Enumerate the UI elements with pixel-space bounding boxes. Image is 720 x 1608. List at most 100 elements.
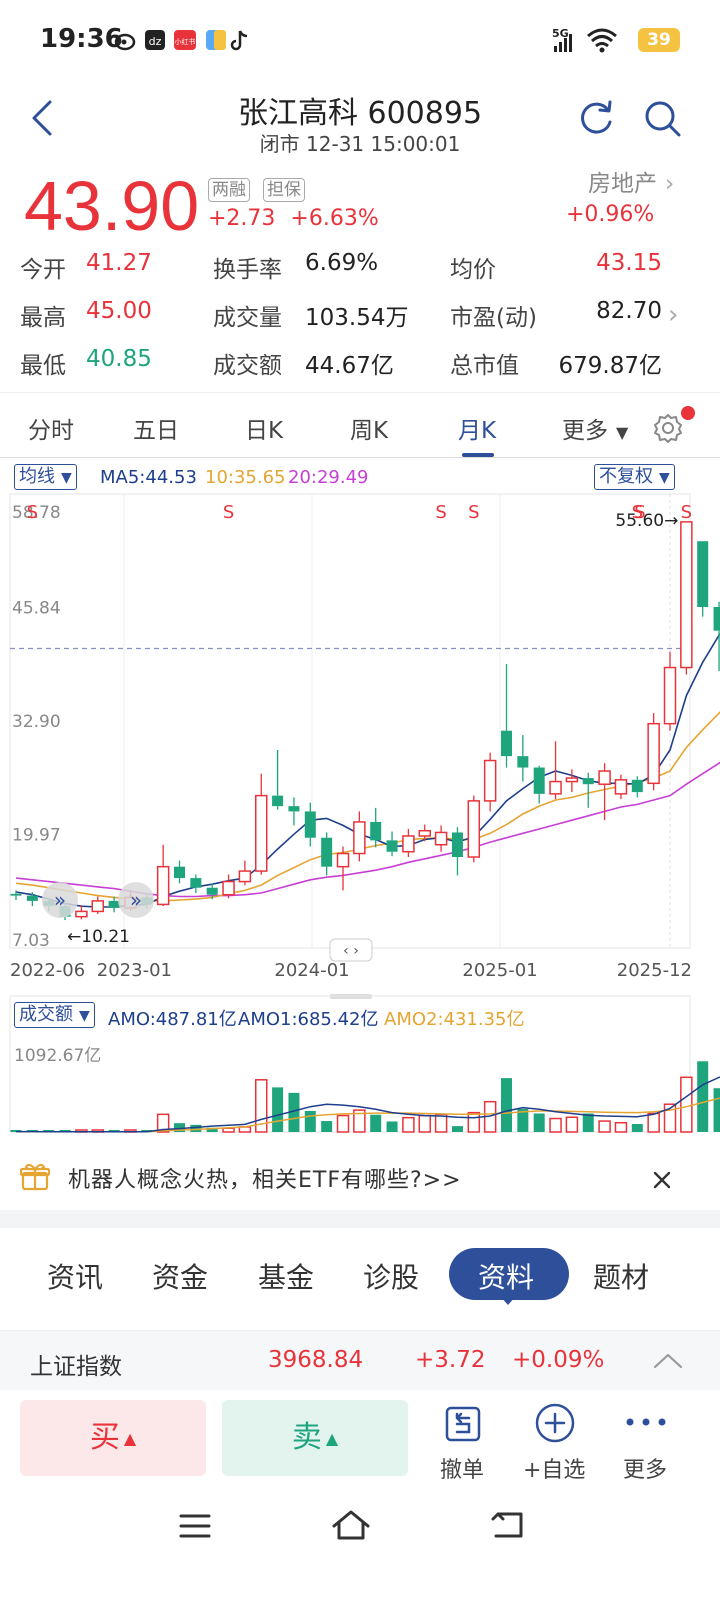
index-ticker-bar[interactable]: 上证指数 3968.84 +3.72 +0.09% bbox=[0, 1330, 720, 1390]
tab-weekly-k[interactable]: 周K bbox=[350, 418, 389, 444]
tab-daily-k[interactable]: 日K bbox=[245, 418, 284, 444]
amo-readout: AMO:487.81亿 bbox=[108, 1009, 237, 1030]
double-chevron-icon: » bbox=[54, 888, 66, 912]
last-price: 43.90 bbox=[24, 167, 200, 245]
stat-label: 最高 bbox=[20, 305, 66, 331]
candle-body bbox=[549, 780, 562, 795]
svg-text:小红书: 小红书 bbox=[175, 37, 196, 46]
promo-text: 机器人概念火热，相关ETF有哪些?>> bbox=[68, 1168, 462, 1193]
volume-indicator-select[interactable]: 成交额 ▼ bbox=[14, 1002, 95, 1028]
candle-body bbox=[418, 829, 431, 837]
tab-capital[interactable]: 资金 bbox=[152, 1261, 209, 1294]
candle bbox=[174, 860, 185, 884]
volume-bar bbox=[565, 1116, 579, 1133]
volume-bar bbox=[533, 1113, 545, 1132]
volume-bar bbox=[402, 1116, 415, 1133]
candle-body bbox=[321, 837, 333, 867]
change-amount: +2.73 bbox=[208, 206, 276, 231]
signal-wifi-icons: 5G bbox=[552, 27, 617, 53]
tab-news[interactable]: 资讯 bbox=[47, 1261, 104, 1294]
promo-banner[interactable]: 机器人概念火热，相关ETF有哪些?>> bbox=[0, 1148, 720, 1208]
chart-scroll-handle bbox=[329, 938, 373, 962]
chevron-up-icon[interactable] bbox=[652, 1351, 684, 1371]
cancel-order-icon[interactable] bbox=[443, 1404, 483, 1444]
home-icon[interactable] bbox=[330, 1508, 372, 1542]
cancel-order-label[interactable]: 撤单 bbox=[440, 1458, 485, 1483]
tab-more[interactable]: 更多 ▼ bbox=[562, 411, 628, 445]
ma5-line bbox=[15, 633, 720, 908]
x-axis-tick: 2022-06 bbox=[10, 960, 85, 981]
candle bbox=[713, 601, 720, 672]
candle bbox=[680, 521, 693, 675]
menu-icon[interactable] bbox=[178, 1512, 212, 1540]
active-info-tab-bg bbox=[449, 1248, 569, 1300]
tab-more-label: 更多 bbox=[562, 418, 608, 444]
add-watchlist-label[interactable]: +自选 bbox=[523, 1458, 586, 1483]
s-marker: S bbox=[634, 502, 645, 523]
volume-bar bbox=[370, 1114, 382, 1132]
tab-five-day[interactable]: 五日 bbox=[133, 418, 179, 444]
stock-title: 张江高科 600895 bbox=[237, 96, 483, 131]
refresh-icon[interactable] bbox=[576, 98, 616, 138]
tab-themes[interactable]: 题材 bbox=[593, 1261, 650, 1294]
candle bbox=[549, 741, 562, 800]
candle bbox=[190, 874, 202, 893]
chevron-right-icon[interactable]: › bbox=[668, 300, 679, 330]
candle bbox=[75, 905, 88, 920]
candle bbox=[304, 802, 316, 847]
candle bbox=[647, 713, 660, 791]
candle bbox=[467, 795, 481, 863]
indicator-select-label: 均线 bbox=[19, 466, 55, 487]
more-icon[interactable] bbox=[624, 1412, 668, 1432]
tab-monthly-k[interactable]: 月K bbox=[458, 418, 497, 444]
volume-bar bbox=[190, 1124, 202, 1132]
volume-bar bbox=[174, 1123, 185, 1132]
volume-bar bbox=[386, 1121, 398, 1132]
candle bbox=[565, 769, 579, 793]
settings-icon[interactable] bbox=[652, 405, 696, 445]
sector-link[interactable]: 房地产 › bbox=[588, 164, 674, 198]
candle bbox=[663, 651, 677, 731]
tab-intraday[interactable]: 分时 bbox=[28, 418, 74, 444]
candle-body bbox=[386, 840, 398, 852]
stat-label: 今开 bbox=[20, 257, 66, 283]
s-marker: S bbox=[223, 502, 234, 523]
adjust-select[interactable]: 不复权 ▼ bbox=[594, 464, 675, 490]
volume-bar bbox=[680, 1076, 693, 1133]
y-axis-tick: 58.78 bbox=[12, 503, 61, 523]
y-axis-tick: 19.97 bbox=[12, 825, 61, 845]
candle bbox=[631, 776, 643, 798]
stat-value: 103.54万 bbox=[305, 305, 409, 331]
candle-body bbox=[697, 541, 709, 607]
candle bbox=[321, 832, 333, 876]
indicator-select[interactable]: 均线 ▼ bbox=[14, 464, 77, 490]
close-icon[interactable] bbox=[652, 1170, 672, 1190]
volume-bar bbox=[501, 1078, 512, 1132]
back-icon[interactable] bbox=[28, 98, 56, 138]
sell-button[interactable]: 卖 ▲ bbox=[222, 1400, 408, 1476]
tab-profile[interactable]: 资料 bbox=[478, 1261, 535, 1294]
candle-body bbox=[582, 778, 594, 785]
candle bbox=[598, 763, 611, 821]
more-label[interactable]: 更多 bbox=[623, 1458, 668, 1483]
dropdown-triangle-icon: ▼ bbox=[616, 423, 629, 442]
candle-body bbox=[483, 759, 497, 802]
search-icon[interactable] bbox=[642, 98, 682, 138]
stat-value: 6.69% bbox=[305, 250, 379, 276]
active-tab-indicator bbox=[462, 453, 494, 457]
tab-diagnosis[interactable]: 诊股 bbox=[363, 1261, 420, 1294]
back-nav-icon[interactable] bbox=[490, 1510, 526, 1540]
kline-chart-area[interactable]: 均线 ▼ MA5:44.53 10:35.65 20:29.49 不复权 ▼ 58.… bbox=[0, 458, 720, 1148]
app-icon: dz bbox=[145, 30, 165, 50]
volume-max-label: 1092.67亿 bbox=[14, 1046, 102, 1066]
candle-body bbox=[174, 866, 185, 879]
x-axis-tick: 2023-01 bbox=[97, 960, 172, 981]
tab-fund[interactable]: 基金 bbox=[258, 1261, 315, 1294]
candle-body bbox=[402, 835, 415, 853]
buy-button[interactable]: 买 ▲ bbox=[20, 1400, 206, 1476]
candle-body bbox=[108, 900, 120, 908]
candle bbox=[222, 874, 235, 899]
x-axis-tick: 2025-12 bbox=[617, 960, 692, 981]
add-watchlist-icon[interactable] bbox=[534, 1402, 576, 1444]
candle-body bbox=[663, 666, 677, 725]
